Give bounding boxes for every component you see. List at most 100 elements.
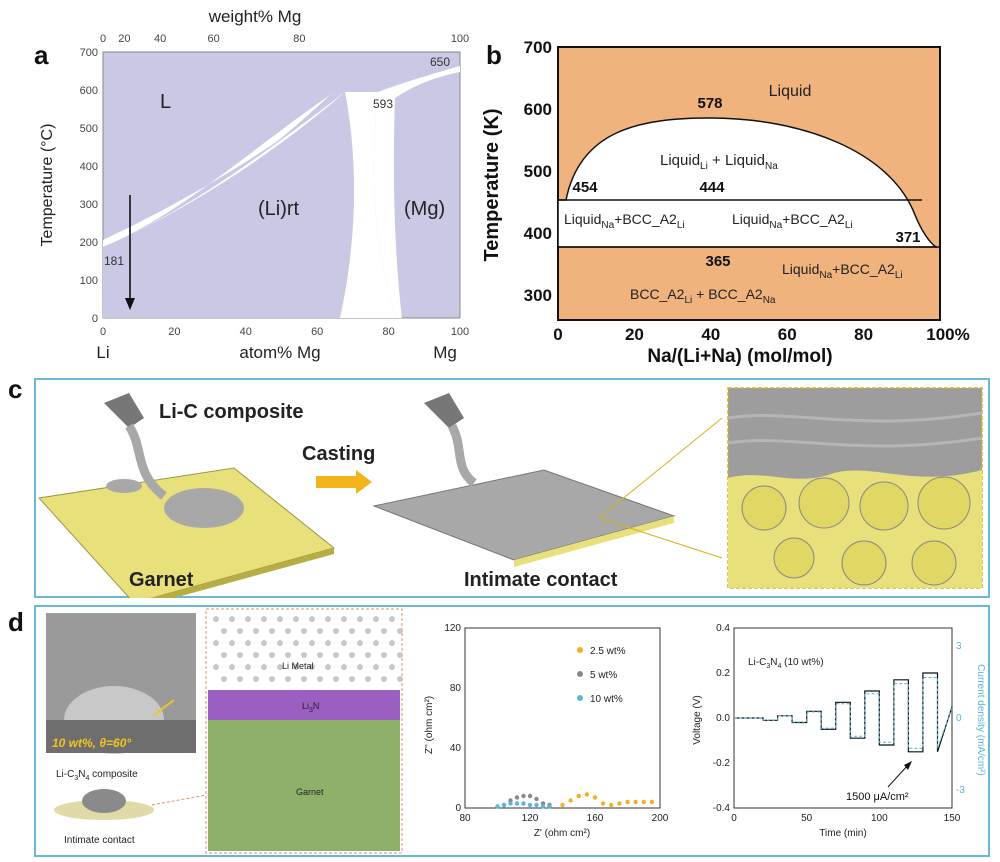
li-atom xyxy=(261,640,267,646)
eis-point xyxy=(609,802,614,808)
panel-b-578: 578 xyxy=(697,95,722,112)
panel-a-x-tick: 20 xyxy=(168,326,180,338)
eis-legend: 2.5 wt% 5 wt% 10 wt% xyxy=(577,646,626,705)
panel-a-x-tick: 40 xyxy=(240,326,252,338)
panel-d-cycling-chart: 0.4 0.2 0.0 -0.2 -0.4 3 0 -3 0 50 100 150 Li-C3N4… xyxy=(692,623,986,839)
panel-c-zoom-grains xyxy=(741,476,971,586)
panel-a-x-left: Li xyxy=(96,343,109,362)
eis-point xyxy=(547,804,552,809)
eis-y-tick: 40 xyxy=(450,743,462,754)
cyc-x-tick: 150 xyxy=(944,813,961,824)
panel-c-zoom-line-1 xyxy=(598,417,723,519)
panel-b-x-tick: 0 xyxy=(553,325,562,344)
panel-a-top-tick: 20 xyxy=(118,33,130,45)
panel-c-casting: Casting xyxy=(302,443,375,465)
eis-legend-label: 10 wt% xyxy=(590,694,623,705)
eis-legend-label: 5 wt% xyxy=(590,670,617,681)
panel-a-y-ticks: 0 100 200 300 400 500 600 700 xyxy=(80,47,98,325)
li-atom xyxy=(309,640,315,646)
cyc-annotation-arrow xyxy=(887,764,909,788)
eis-point xyxy=(527,802,533,808)
cyc-y2-tick: 3 xyxy=(956,641,962,652)
panel-c-label: c xyxy=(8,374,23,404)
cyc-y-title: Voltage (V) xyxy=(692,695,703,744)
eis-point xyxy=(568,798,573,803)
panel-b-x-title: Na/(Li+Na) (mol/mol) xyxy=(647,346,832,367)
li-atom xyxy=(365,676,371,682)
li-atom xyxy=(309,664,315,670)
eis-point xyxy=(501,802,507,808)
panel-b-x-tick: 20 xyxy=(625,325,644,344)
panel-a-650: 650 xyxy=(430,55,450,69)
cyc-y-ticks: 0.4 0.2 0.0 -0.2 -0.4 xyxy=(713,623,731,814)
panel-c-puddle-2 xyxy=(106,479,142,493)
eis-point xyxy=(521,793,526,799)
panel-c-puddle-1 xyxy=(164,488,244,528)
panel-a-top-ticks: 0 20 40 60 80 100 xyxy=(100,33,469,45)
panel-d-li3n-layer xyxy=(208,690,400,720)
li-atom xyxy=(381,652,387,658)
panel-c-zoom-ripple xyxy=(727,411,983,423)
panel-a-y-tick: 300 xyxy=(80,199,98,211)
li-atom xyxy=(221,628,227,634)
li-atom xyxy=(389,664,395,670)
panel-a-x-tick: 80 xyxy=(382,326,394,338)
panel-a-x-ticks: 0 20 40 60 80 100 xyxy=(100,326,469,338)
eis-y-tick: 0 xyxy=(455,803,461,814)
li-atom xyxy=(261,616,267,622)
eis-x-tick: 80 xyxy=(459,813,471,824)
cyc-x-ticks: 0 50 100 150 xyxy=(731,813,961,824)
panel-c-zoom-ripple-2 xyxy=(727,436,983,448)
panel-a-region-lirt: (Li)rt xyxy=(258,198,300,220)
panel-a-label: a xyxy=(34,40,49,70)
eis-point xyxy=(534,796,539,802)
cyc-y-tick: 0.0 xyxy=(716,713,730,724)
eis-legend-marker xyxy=(577,695,583,701)
panel-b-y-tick: 500 xyxy=(524,162,552,181)
panel-d-composite: Li-C3N4 composite xyxy=(56,769,138,782)
eis-point xyxy=(592,795,598,800)
cyc-x-title: Time (min) xyxy=(819,828,866,839)
li-atom xyxy=(357,640,363,646)
li-atom xyxy=(301,652,307,658)
panel-a-top-tick: 40 xyxy=(154,33,166,45)
panel-c-stream xyxy=(125,423,167,500)
li-atom xyxy=(293,640,299,646)
panel-a-region-mg: (Mg) xyxy=(404,198,445,220)
panel-a-x-right: Mg xyxy=(433,343,457,362)
li-atom xyxy=(269,652,275,658)
li-atom xyxy=(301,628,307,634)
cyc-plot-frame xyxy=(733,627,953,809)
panel-d-button-top xyxy=(82,789,126,813)
li-atom xyxy=(245,664,251,670)
li-atom xyxy=(253,628,259,634)
cyc-y2-title: Current density (mA/cm²) xyxy=(975,664,986,776)
panel-c-stream-2 xyxy=(447,423,477,487)
cyc-y2-tick: 0 xyxy=(956,713,962,724)
li-atom xyxy=(301,676,307,682)
li-atom xyxy=(229,640,235,646)
cyc-x-tick: 50 xyxy=(801,813,813,824)
panel-a-593: 593 xyxy=(373,97,393,111)
li-atom xyxy=(389,616,395,622)
panel-a-181: 181 xyxy=(104,254,124,268)
panel-d-garnet-layer xyxy=(208,720,400,851)
eis-point xyxy=(641,799,646,805)
panel-a-y-title: Temperature (°C) xyxy=(39,124,56,247)
li-atom xyxy=(293,664,299,670)
panel-b-365: 365 xyxy=(705,253,730,270)
panel-a-y-tick: 500 xyxy=(80,123,98,135)
eis-point xyxy=(540,804,546,809)
panel-d-illustrations: 10 wt%, θ=60° Li-C3N4 composite Intimate… xyxy=(46,608,403,854)
panel-a-x-tick: 100 xyxy=(451,326,469,338)
panel-b-y-ticks: 700 600 500 400 300 xyxy=(524,38,552,305)
panel-d-frame xyxy=(34,605,990,857)
li-atom xyxy=(229,664,235,670)
panel-b-bottom-region: BCC_A2Li + BCC_A2Na xyxy=(630,286,776,306)
panel-d-link xyxy=(151,794,207,806)
li-atom xyxy=(213,616,219,622)
panel-b-454: 454 xyxy=(572,179,598,196)
li-atom xyxy=(213,640,219,646)
panel-d-drop-caption: 10 wt%, θ=60° xyxy=(52,736,131,750)
panel-b-x-tick: 60 xyxy=(778,325,797,344)
